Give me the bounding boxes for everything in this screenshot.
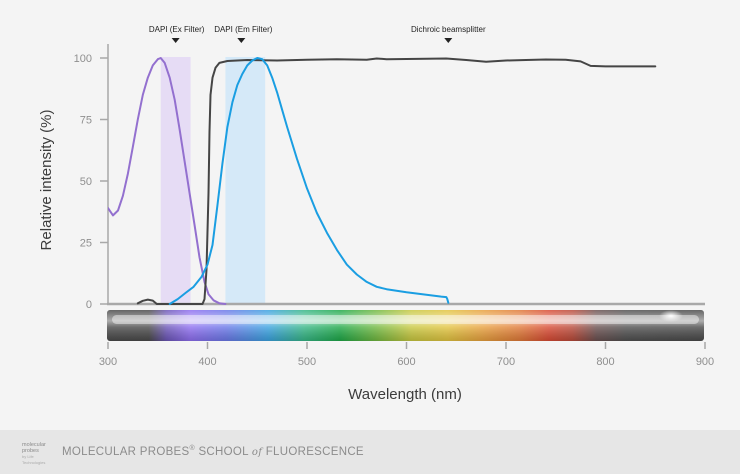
logo-line-1: molecular	[22, 442, 46, 448]
series	[108, 57, 657, 305]
spectra-chart: DAPI (Ex Filter) DAPI (Em Filter) Dichroic…	[38, 25, 714, 403]
y-tick-label-0: 0	[86, 299, 92, 311]
x-tick-label-800: 800	[596, 356, 614, 368]
logo-line-2: probes	[22, 448, 39, 454]
spectrum-bar-shine	[107, 310, 704, 341]
y-tick-label-50: 50	[80, 176, 92, 188]
y-tick-label-100: 100	[74, 53, 92, 65]
band-dapi-em-filter-label: DAPI (Em Filter)	[214, 25, 273, 34]
footer-title: MOLECULAR PROBES® SCHOOL of FLUORESCENCE	[62, 445, 364, 458]
band-dapi-ex-filter-label: DAPI (Ex Filter)	[149, 25, 205, 34]
footer-title-of: of	[251, 446, 263, 458]
footer-title-fluorescence: FLUORESCENCE	[262, 445, 364, 458]
series-dapi-excitation	[108, 57, 227, 305]
footer-title-school: SCHOOL	[194, 445, 252, 458]
marker-dichroic-beamsplitter-label: Dichroic beamsplitter	[411, 25, 486, 34]
spectrum-bar-glint	[659, 310, 683, 322]
series-dapi-emission	[168, 57, 450, 305]
band-dapi-em-filter-pointer	[237, 38, 246, 43]
x-ticks: 300 400 500 600 700 800 900	[99, 342, 714, 368]
x-axis-label: Wavelength (nm)	[348, 386, 462, 403]
footer-title-brand: MOLECULAR PROBES	[62, 445, 190, 458]
spectrum-bar	[107, 310, 704, 341]
logo-subtitle: by Life Technologies	[22, 454, 46, 465]
x-tick-label-500: 500	[298, 356, 316, 368]
x-tick-label-900: 900	[696, 356, 714, 368]
band-dapi-em-filter	[225, 57, 266, 304]
band-dapi-ex-filter-pointer	[171, 38, 180, 43]
y-axis-label: Relative intensity (%)	[38, 110, 55, 251]
axes	[107, 44, 705, 306]
registered-mark: ®	[189, 445, 195, 452]
brand-logo: molecular probes by Life Technologies	[22, 442, 56, 466]
top-annotations: DAPI (Ex Filter) DAPI (Em Filter) Dichroic…	[149, 25, 486, 43]
marker-dichroic-beamsplitter-pointer	[444, 38, 453, 43]
y-tick-label-75: 75	[80, 115, 92, 127]
filter-bands	[160, 57, 266, 304]
x-tick-label-300: 300	[99, 356, 117, 368]
band-dapi-ex-filter	[160, 57, 191, 304]
footer: molecular probes by Life Technologies MO…	[0, 430, 740, 474]
spectrum-bar-highlight	[112, 315, 699, 324]
x-tick-label-700: 700	[497, 356, 515, 368]
y-ticks: 0 25 50 75 100	[74, 53, 108, 311]
x-tick-label-600: 600	[397, 356, 415, 368]
y-tick-label-25: 25	[80, 238, 92, 250]
series-dichroic-beamsplitter	[136, 57, 657, 305]
x-tick-label-400: 400	[198, 356, 216, 368]
